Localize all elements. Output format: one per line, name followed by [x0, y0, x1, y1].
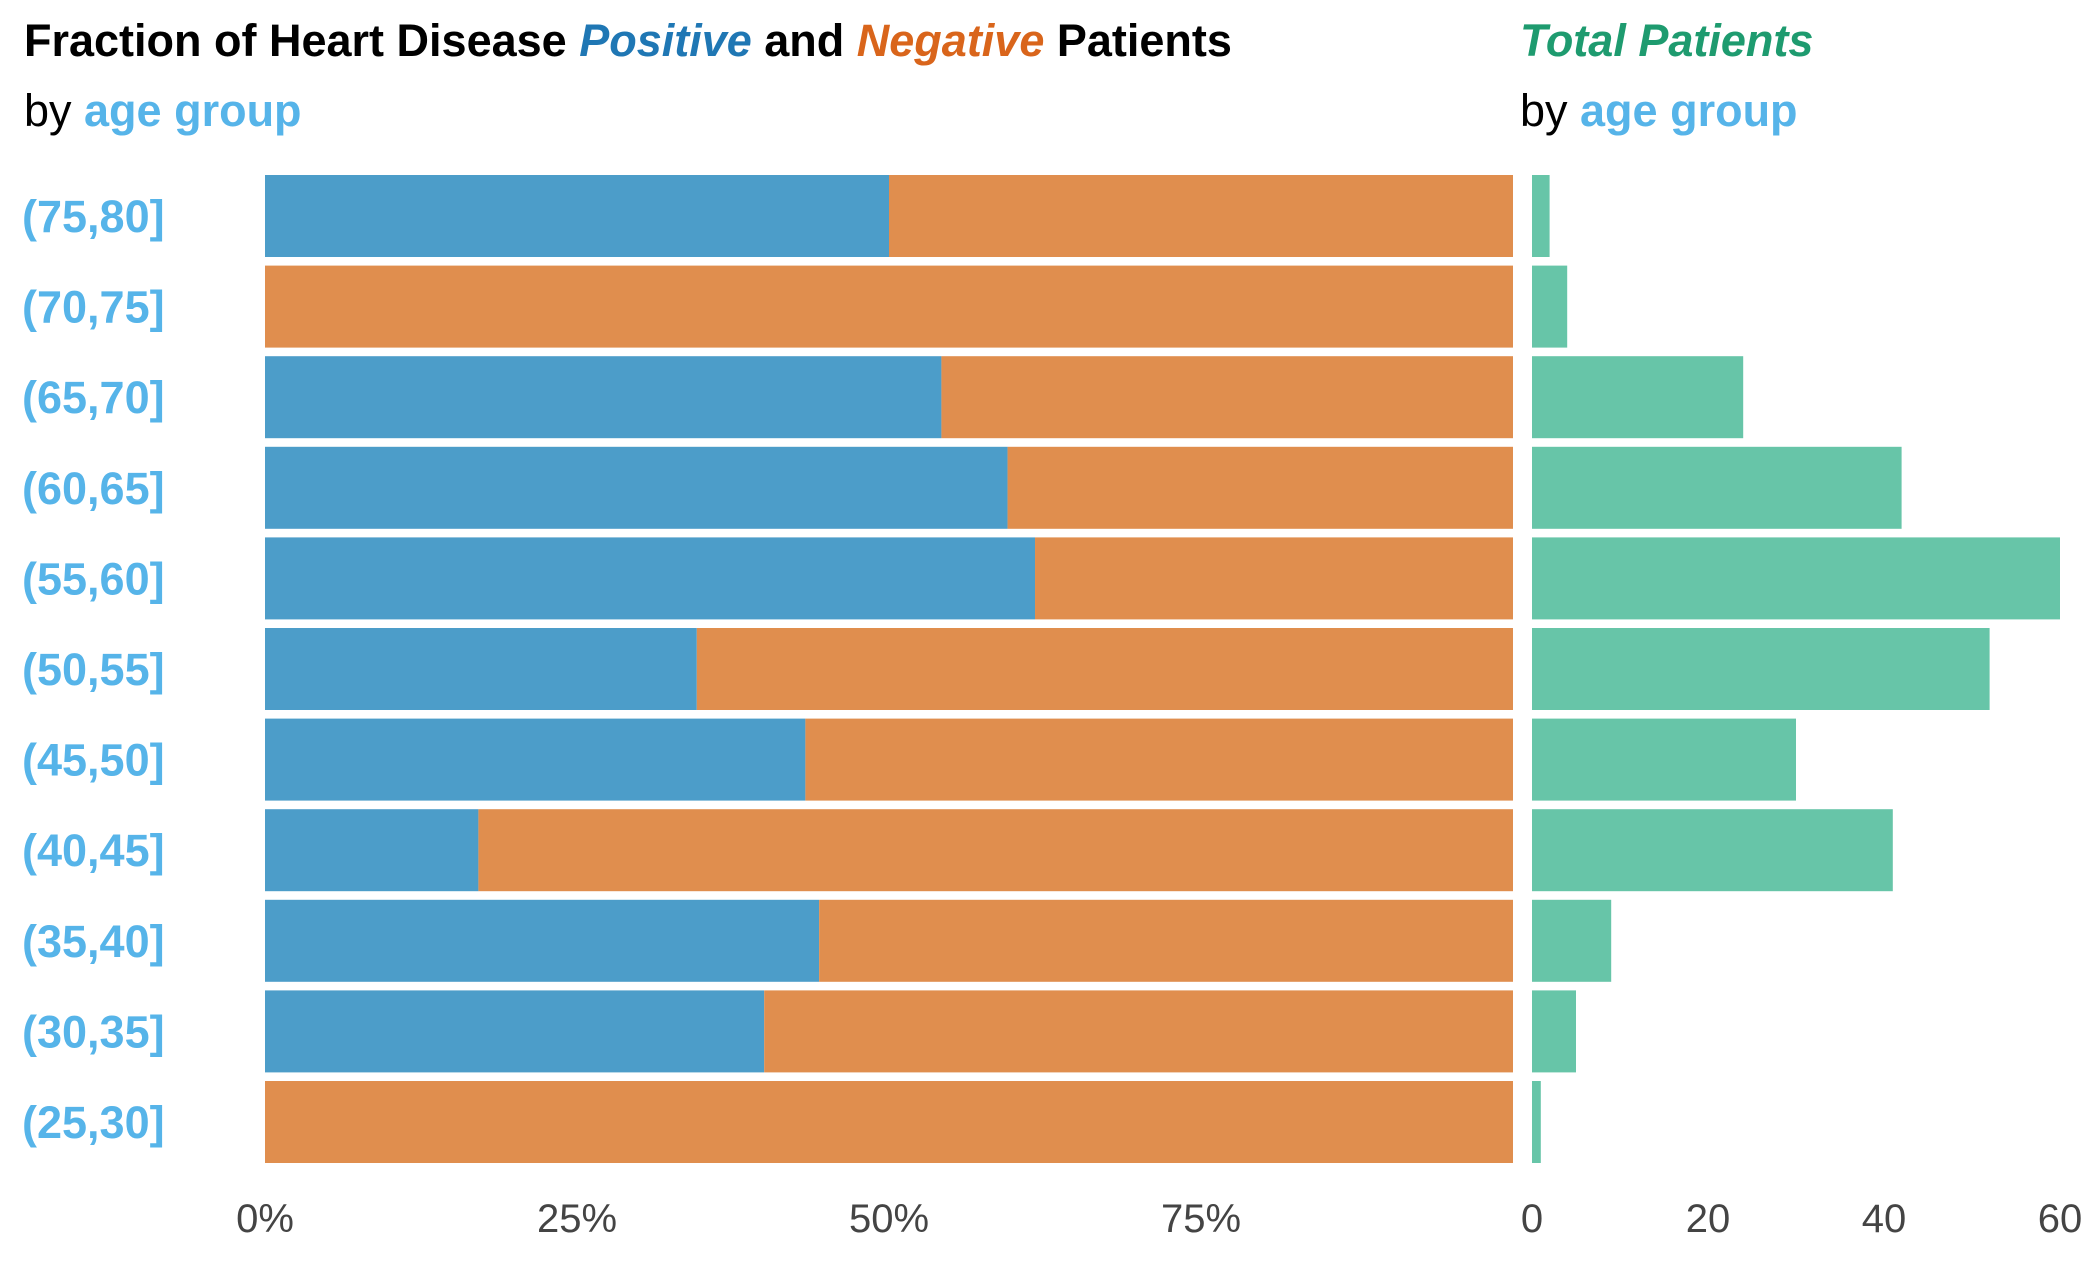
total-bar [1532, 265, 1568, 348]
negative-bar [1007, 446, 1513, 529]
right-chart-title: Total Patients [1520, 15, 1813, 66]
positive-bar [265, 628, 697, 710]
negative-bar [265, 1081, 1513, 1163]
left-subtitle-highlight: age group [84, 85, 302, 136]
total-bar [1532, 175, 1550, 257]
negative-bar [764, 990, 1513, 1073]
left-title-suffix: Patients [1044, 15, 1232, 66]
left-x-tick-label: 25% [537, 1197, 617, 1241]
left-chart-title: Fraction of Heart Disease Positive and N… [24, 15, 1232, 66]
positive-bar [265, 537, 1036, 620]
negative-bar [889, 175, 1513, 257]
total-bar [1532, 628, 1990, 710]
category-label: (60,65] [22, 463, 165, 514]
total-bar [1532, 446, 1902, 529]
category-label: (50,55] [22, 644, 165, 695]
stacked-bar-chart [265, 175, 1514, 1163]
right-x-tick-label: 40 [1862, 1197, 1907, 1241]
left-chart-subtitle: by age group [24, 85, 302, 136]
negative-bar [805, 718, 1513, 801]
total-bar [1532, 899, 1612, 982]
right-chart-subtitle: by age group [1520, 85, 1798, 136]
left-x-tick-label: 0% [236, 1197, 294, 1241]
category-label: (30,35] [22, 1006, 165, 1057]
positive-bar [265, 356, 942, 439]
left-x-tick-label: 75% [1161, 1197, 1241, 1241]
left-x-axis-ticks: 0% 25% 50% 75% [236, 1197, 1241, 1241]
left-title-mid: and [752, 15, 857, 66]
total-patients-bar-chart [1532, 175, 2060, 1163]
positive-bar [265, 718, 806, 801]
total-bar [1532, 537, 2060, 620]
left-title-prefix: Fraction of Heart Disease [24, 15, 579, 66]
positive-bar [265, 809, 479, 892]
total-bar [1532, 718, 1796, 801]
left-title-positive: Positive [579, 15, 752, 66]
positive-bar [265, 899, 820, 982]
left-x-tick-label: 50% [849, 1197, 929, 1241]
left-title-negative: Negative [857, 15, 1045, 66]
category-label: (65,70] [22, 372, 165, 423]
negative-bar [696, 628, 1513, 710]
right-x-tick-label: 0 [1521, 1197, 1543, 1241]
category-label: (40,45] [22, 825, 165, 876]
negative-bar [478, 809, 1514, 892]
category-label: (25,30] [22, 1097, 165, 1148]
right-x-tick-label: 20 [1686, 1197, 1731, 1241]
category-label: (75,80] [22, 191, 165, 242]
total-bar [1532, 990, 1576, 1073]
right-x-axis-ticks: 0 20 40 60 [1521, 1197, 2082, 1241]
negative-bar [941, 356, 1513, 439]
right-subtitle-prefix: by [1520, 85, 1580, 136]
category-label: (35,40] [22, 916, 165, 967]
negative-bar [819, 899, 1513, 982]
total-bar [1532, 1081, 1541, 1163]
negative-bar [1035, 537, 1513, 620]
positive-bar [265, 446, 1008, 529]
total-bar [1532, 356, 1744, 439]
category-labels: (75,80] (70,75] (65,70] (60,65] (55,60] (50,5… [22, 191, 165, 1148]
right-x-tick-label: 60 [2038, 1197, 2083, 1241]
category-label: (70,75] [22, 282, 165, 333]
left-subtitle-prefix: by [24, 85, 84, 136]
positive-bar [265, 175, 889, 257]
total-bar [1532, 809, 1893, 892]
category-label: (45,50] [22, 735, 165, 786]
negative-bar [265, 265, 1513, 348]
category-label: (55,60] [22, 553, 165, 604]
right-subtitle-highlight: age group [1580, 85, 1798, 136]
positive-bar [265, 990, 765, 1073]
